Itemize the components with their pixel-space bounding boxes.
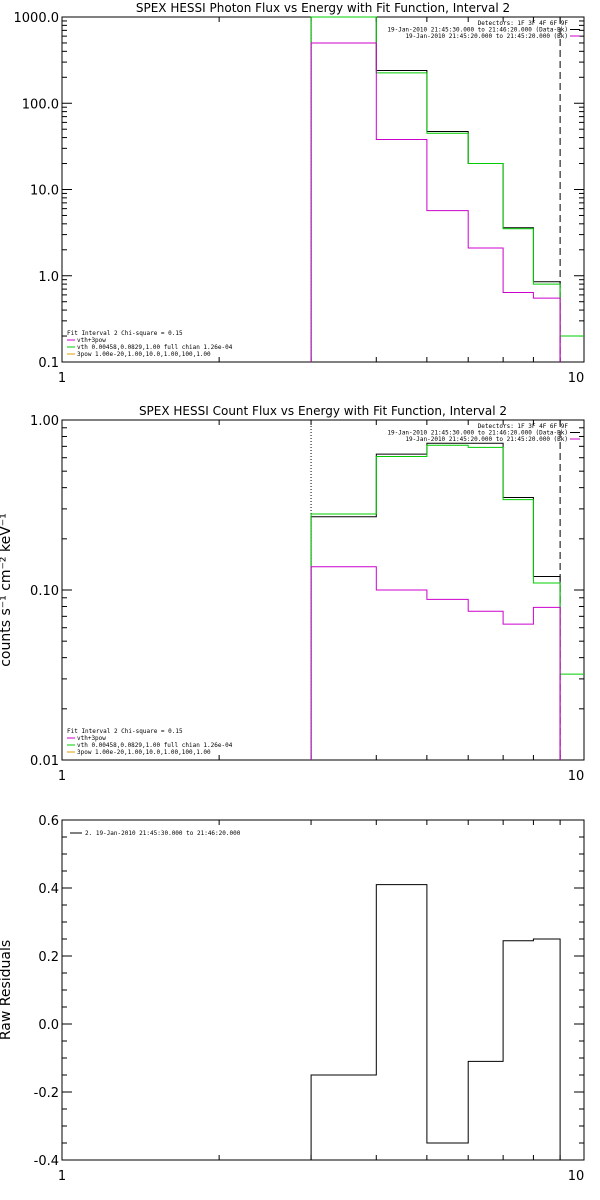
series-3-step-line: [310, 42, 561, 362]
y-axis-label: Raw Residuals: [0, 940, 14, 1040]
x-tick-label: 1: [58, 769, 66, 784]
legend-entry: 3pow 1.00e-20,1.00,10.0,1.00,100,1.00: [77, 351, 211, 358]
y-tick-label: 10.0: [30, 184, 59, 199]
y-tick-label: 1000.0: [14, 11, 60, 26]
legend-entry: 3pow 1.00e-20,1.00,10.0,1.00,100,1.00: [77, 749, 211, 756]
plot-frame: [61, 819, 585, 1161]
chart-title: SPEX HESSI Photon Flux vs Energy with Fi…: [136, 1, 510, 15]
y-tick-label: 0.01: [30, 754, 59, 769]
y-tick-label: -0.4: [34, 1154, 59, 1169]
panel-3: Raw Residuals 1 10 -0.4 -0.2 0.0 0.2 0.4 0.6 2. 1…: [0, 814, 585, 1184]
y-tick-label: 0.0: [38, 1018, 59, 1033]
legend-entry: Detectors: 1F 3F 4F 6F 9F: [478, 423, 569, 430]
legend-entry: 19-Jan-2010 21:45:20.000 to 21:45:20.000…: [405, 33, 568, 40]
legend-entry: vth 0.00458,0.0829,1.00 full chian 1.26e…: [77, 742, 233, 749]
y-tick-label: 100.0: [22, 97, 59, 112]
y-tick-label: 1.00: [30, 414, 59, 429]
legend-entry: Fit Interval 2 Chi-square = 0.15: [67, 330, 183, 337]
legend-entry: Detectors: 1F 3F 4F 6F 9F: [478, 20, 569, 27]
legend-entry: vth+3pow: [77, 735, 106, 742]
series-3-step-line: [310, 566, 561, 760]
x-tick-label: 10: [568, 769, 585, 784]
legend-entry: vth+3pow: [77, 337, 106, 344]
legend-entry: 19-Jan-2010 21:45:20.000 to 21:45:20.000…: [405, 436, 568, 443]
y-tick-label: 0.1: [38, 356, 59, 371]
panel-2: SPEX HESSI Count Flux vs Energy with Fit…: [0, 404, 585, 784]
legend-entry: 2. 19-Jan-2010 21:45:30.000 to 21:46:20.…: [85, 830, 241, 837]
series-2-step-line: [310, 16, 584, 362]
y-tick-label: 0.4: [38, 882, 59, 897]
legend-entry: 19-Jan-2010 21:45:30.000 to 21:46:20.000…: [387, 27, 568, 34]
chart-title: SPEX HESSI Count Flux vs Energy with Fit…: [139, 404, 507, 418]
y-tick-label: -0.2: [34, 1086, 59, 1101]
series-1-step-line: [310, 442, 561, 760]
y-tick-label: 0.10: [30, 584, 59, 599]
x-tick-label: 1: [58, 1169, 66, 1184]
y-axis-label: counts s⁻¹ cm⁻² keV⁻¹: [0, 513, 14, 667]
series-1-step-line: [310, 16, 561, 362]
y-tick-label: 1.0: [38, 270, 59, 285]
y-tick-label: 0.2: [38, 950, 59, 965]
x-tick-label: 10: [568, 1169, 585, 1184]
legend-entry: Fit Interval 2 Chi-square = 0.15: [67, 728, 183, 735]
plot-frame: [61, 419, 585, 761]
series-1-step-line: [310, 884, 561, 1160]
x-tick-label: 1: [58, 371, 66, 386]
y-tick-label: 0.6: [38, 814, 59, 829]
legend-entry: 19-Jan-2010 21:45:30.000 to 21:46:20.000…: [387, 430, 568, 437]
x-tick-label: 10: [568, 371, 585, 386]
legend-entry: vth 0.00458,0.0829,1.00 full chian 1.26e…: [77, 344, 233, 351]
panel-1: SPEX HESSI Photon Flux vs Energy with Fi…: [14, 1, 585, 386]
series-2-step-line: [310, 444, 584, 760]
plot-frame: [61, 16, 585, 363]
